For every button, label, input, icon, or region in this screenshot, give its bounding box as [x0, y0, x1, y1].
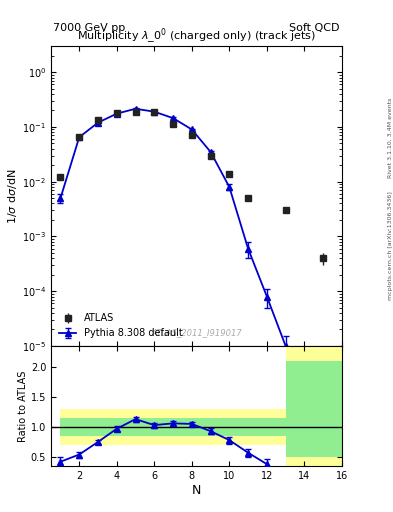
Y-axis label: Ratio to ATLAS: Ratio to ATLAS [18, 370, 28, 442]
X-axis label: N: N [192, 483, 201, 497]
Legend: ATLAS, Pythia 8.308 default: ATLAS, Pythia 8.308 default [56, 310, 186, 341]
Y-axis label: 1/$\sigma$ d$\sigma$/dN: 1/$\sigma$ d$\sigma$/dN [6, 168, 19, 224]
Text: ATLAS_2011_I919017: ATLAS_2011_I919017 [151, 328, 242, 337]
Text: Soft QCD: Soft QCD [290, 23, 340, 33]
Text: Rivet 3.1.10, 3.4M events: Rivet 3.1.10, 3.4M events [388, 98, 393, 178]
Text: 7000 GeV pp: 7000 GeV pp [53, 23, 125, 33]
Text: mcplots.cern.ch [arXiv:1306.3436]: mcplots.cern.ch [arXiv:1306.3436] [388, 191, 393, 300]
Title: Multiplicity $\lambda\_0^0$ (charged only) (track jets): Multiplicity $\lambda\_0^0$ (charged onl… [77, 27, 316, 46]
